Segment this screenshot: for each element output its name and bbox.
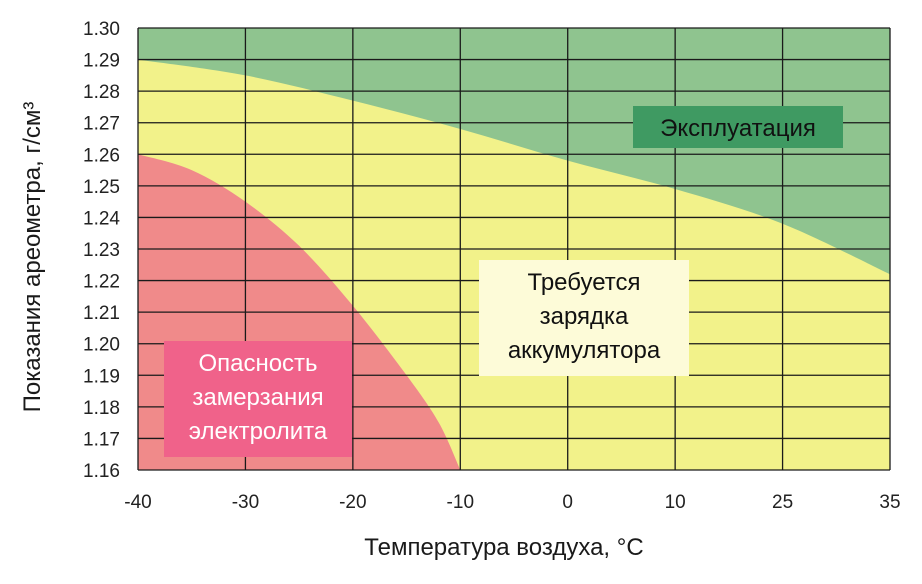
x-tick-label: 0	[562, 492, 573, 513]
y-tick-label: 1.26	[83, 145, 120, 166]
freeze-label-background	[164, 341, 352, 457]
operation-label-text: Эксплуатация	[660, 115, 816, 142]
operation-zone	[138, 28, 890, 275]
charge-label-background	[479, 260, 689, 376]
y-tick-label: 1.30	[83, 19, 120, 40]
x-tick-label: 10	[665, 492, 686, 513]
y-tick-label: 1.18	[83, 398, 120, 419]
x-tick-label: 35	[879, 492, 900, 513]
charge-label-line-3: аккумулятора	[508, 337, 661, 364]
y-tick-label: 1.25	[83, 177, 120, 198]
charge-label-line-1: Требуется	[528, 269, 641, 296]
freeze-label: Опасность замерзания электролита	[164, 341, 352, 457]
charge-label: Требуется зарядка аккумулятора	[479, 260, 689, 376]
y-tick-label: 1.22	[83, 272, 120, 293]
x-tick-label: -40	[124, 492, 151, 513]
y-tick-label: 1.19	[83, 366, 120, 387]
x-axis-tick-labels: -40 -30 -20 -10 0 10 25 35	[124, 492, 900, 513]
operation-label-background	[633, 106, 843, 148]
y-tick-label: 1.16	[83, 461, 120, 482]
y-tick-label: 1.21	[83, 303, 120, 324]
freeze-label-line-3: электролита	[189, 418, 328, 445]
x-tick-label: 25	[772, 492, 793, 513]
y-tick-label: 1.17	[83, 429, 120, 450]
y-tick-label: 1.24	[83, 208, 120, 229]
x-tick-label: -30	[232, 492, 259, 513]
y-axis-tick-labels: 1.16 1.17 1.18 1.19 1.20 1.21 1.22 1.23 1.24 1.25…	[83, 19, 120, 482]
x-tick-label: -20	[339, 492, 366, 513]
y-tick-label: 1.23	[83, 240, 120, 261]
x-tick-label: -10	[447, 492, 474, 513]
x-axis-title: Температура воздуха, °С	[364, 534, 643, 561]
y-tick-label: 1.20	[83, 335, 120, 356]
y-tick-label: 1.27	[83, 114, 120, 135]
freeze-label-line-2: замерзания	[192, 384, 323, 411]
y-tick-label: 1.29	[83, 51, 120, 72]
operation-label: Эксплуатация	[633, 106, 843, 148]
charge-label-line-2: зарядка	[540, 303, 629, 330]
grid-lines	[137, 27, 891, 471]
y-axis-title: Показания ареометра, г/см³	[19, 102, 46, 413]
freeze-label-line-1: Опасность	[198, 350, 317, 377]
y-tick-label: 1.28	[83, 82, 120, 103]
